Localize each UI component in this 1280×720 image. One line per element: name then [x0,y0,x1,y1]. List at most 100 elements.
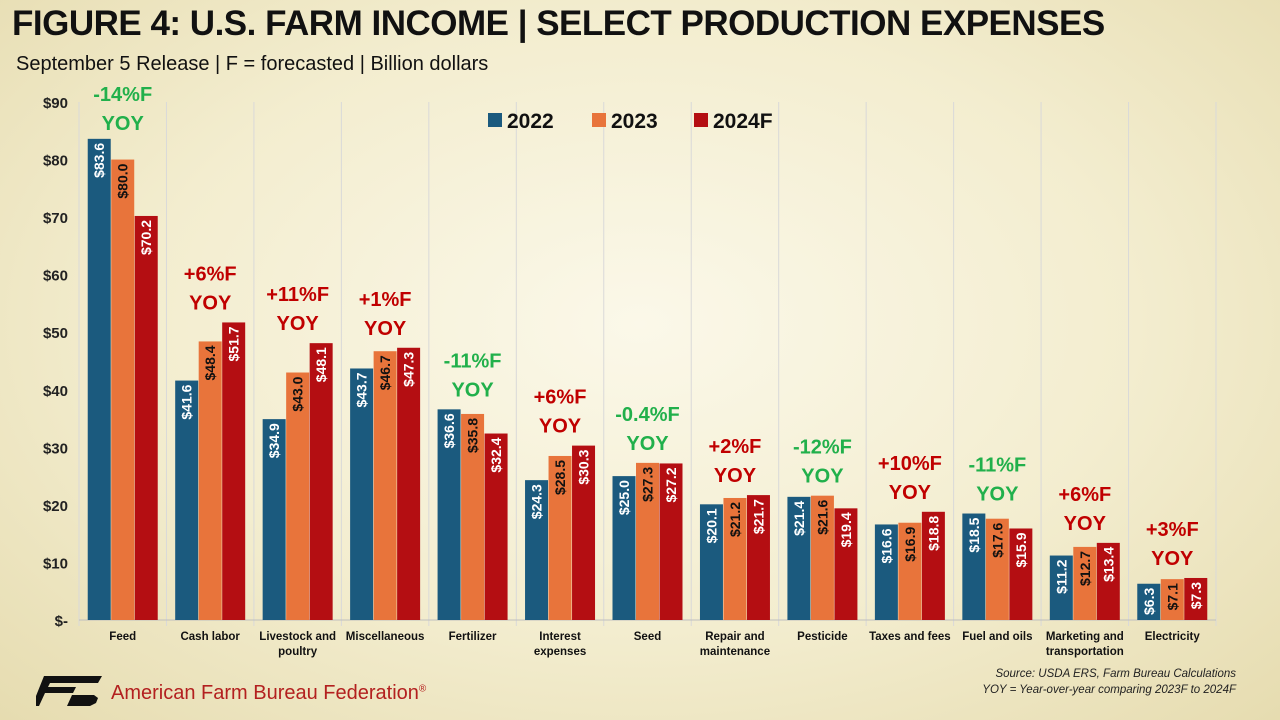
bar-2023 [985,518,1009,620]
yoy-suffix-label: YOY [714,465,757,487]
bar-2023 [636,462,659,620]
legend-swatch-2022 [488,113,502,127]
bar-2022 [437,409,461,620]
bar-2024f [1184,577,1208,620]
yoy-change-label: +1%F [359,289,412,311]
bar-value-label: $43.7 [354,372,370,407]
bar-value-label: $43.0 [290,376,306,411]
x-category-label-line: Livestock and [259,631,336,643]
bar-2023 [1160,579,1184,620]
bar-2022 [1049,555,1073,620]
bar-2024f [309,343,333,620]
chart-title: FIGURE 4: U.S. FARM INCOME | SELECT PROD… [12,4,1105,43]
y-tick-label: $20 [43,498,68,515]
yoy-change-label: +3%F [1146,519,1199,541]
bar-2022 [350,368,374,620]
bar-value-label: $30.3 [576,449,592,484]
x-category-label: Marketing and transportation [1046,631,1124,658]
x-category-label: Taxes and fees [869,631,951,643]
yoy-change-label: -14%F [93,84,152,106]
bar-value-label: $27.2 [663,467,679,502]
bar-value-label: $80.0 [115,163,131,198]
bar-value-label: $18.5 [966,517,982,552]
yoy-change-label: -11%F [444,350,502,372]
x-category-label: Fertilizer [449,631,497,643]
legend-swatch-2023 [592,113,606,127]
yoy-suffix-label: YOY [451,379,494,401]
x-category-label-line: Fertilizer [449,631,497,643]
bar-value-label: $19.4 [838,512,854,547]
bar-value-label: $20.1 [703,508,719,543]
y-tick-label: $40 [43,383,68,400]
bar-2023 [810,495,834,620]
yoy-suffix-label: YOY [889,482,932,504]
x-category-label: Fuel and oils [962,631,1032,643]
bar-value-label: $35.8 [465,418,481,453]
bar-2022 [874,524,898,620]
bar-value-label: $13.4 [1100,547,1116,582]
yoy-suffix-label: YOY [976,484,1019,506]
bar-2024f [921,511,945,620]
y-tick-label: $- [55,613,68,630]
bar-2022 [87,138,111,620]
bar-value-label: $36.6 [441,413,457,448]
bar-value-label: $21.4 [791,501,807,536]
yoy-change-label: +2%F [709,436,762,458]
bar-value-label: $12.7 [1077,551,1093,586]
x-category-label-line: Seed [634,631,662,643]
x-category-label-line: Electricity [1145,631,1201,643]
yoy-change-label: +6%F [534,387,587,409]
x-category-label: Interest expenses [534,631,586,658]
bar-2023 [723,497,747,620]
x-category-label-line: Interest [539,631,581,643]
bar-value-label: $7.3 [1188,582,1204,609]
yoy-suffix-label: YOY [277,313,320,335]
bar-2022 [699,504,723,620]
yoy-definition-line: YOY = Year-over-year comparing 2023F to … [982,684,1236,696]
bar-value-label: $7.1 [1164,583,1180,610]
yoy-suffix-label: YOY [1151,548,1194,570]
bar-2024f [1096,542,1120,620]
legend-label: 2023 [611,110,658,133]
organization-name: American Farm Bureau Federation® [111,682,426,705]
bar-value-label: $83.6 [91,143,107,178]
yoy-change-label: +6%F [1058,484,1111,506]
x-category-label: Feed [109,631,136,643]
x-category-label: Repair and maintenance [700,631,770,658]
source-note: Source: USDA ERS, Farm Bureau Calculatio… [982,666,1236,698]
source-line: Source: USDA ERS, Farm Bureau Calculatio… [995,668,1236,680]
bar-value-label: $6.3 [1141,588,1157,615]
x-category-label-line: Feed [109,631,136,643]
fb-logo-icon [36,676,102,706]
y-tick-label: $60 [43,268,68,285]
bar-2022 [962,513,986,620]
x-category-label-line: Marketing and [1046,631,1124,643]
bar-value-label: $24.3 [529,484,545,519]
bar-2022 [175,380,199,620]
bar-value-label: $47.3 [401,352,417,387]
yoy-suffix-label: YOY [364,318,407,340]
yoy-change-label: +11%F [266,284,329,306]
bar-value-label: $48.1 [313,347,329,382]
bar-2024f [134,215,158,620]
bar-value-label: $16.6 [878,528,894,563]
chart-subtitle: September 5 Release | F = forecasted | B… [16,53,489,75]
x-category-label-line: Cash labor [180,631,240,643]
x-category-label: Electricity [1145,631,1201,643]
bar-value-label: $16.9 [902,527,918,562]
yoy-suffix-label: YOY [189,292,232,314]
x-category-label: Cash labor [180,631,240,643]
legend-label: 2022 [507,110,554,133]
organization-name-text: American Farm Bureau Federation [111,682,419,704]
bar-value-label: $21.2 [727,502,743,537]
bar-2024f [834,508,858,620]
bar-2024f [397,347,421,620]
y-tick-label: $50 [43,325,68,342]
y-tick-label: $30 [43,440,68,457]
bar-value-label: $51.7 [226,326,242,361]
bar-value-label: $15.9 [1013,532,1029,567]
yoy-change-label: -0.4%F [615,404,679,426]
x-category-label-line: expenses [534,646,586,658]
bar-2024f [222,322,246,620]
bar-value-label: $28.5 [552,460,568,495]
